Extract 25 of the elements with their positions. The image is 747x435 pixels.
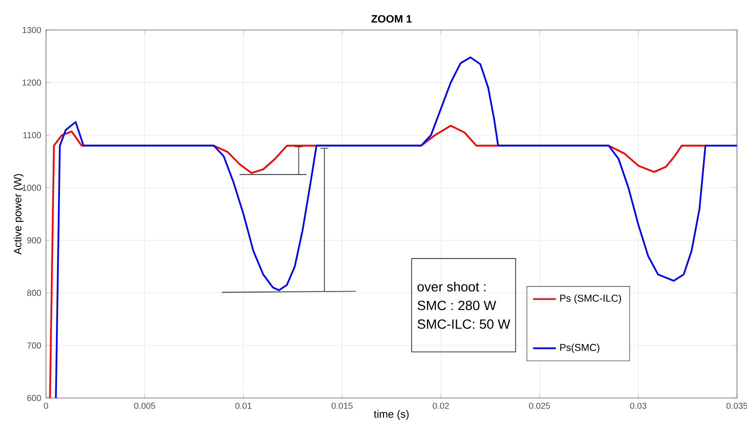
annotation: SMC : 280 W (418, 300, 496, 310)
y-tick-label: 1000 (22, 184, 41, 191)
y-tick-label: 900 (27, 237, 41, 244)
y-tick-label: 1200 (22, 80, 41, 86)
x-axis-title: time (s) (374, 410, 409, 420)
x-tick-label: 0.01 (235, 402, 252, 409)
x-tick-label: 0.035 (726, 402, 747, 409)
annotation: SMC-ILC: 50 W (418, 319, 510, 329)
y-tick-label: 1300 (22, 26, 41, 34)
x-tick-label: 0.015 (332, 402, 353, 409)
annotation: over shoot : (418, 282, 486, 292)
y-tick-label: 700 (27, 342, 41, 348)
y-tick-label: 600 (27, 394, 41, 402)
x-tick-label: 0.03 (630, 402, 646, 409)
y-tick-label: 1100 (23, 132, 41, 138)
x-tick-label: 0 (44, 402, 48, 409)
x-tick-label: 0.02 (432, 402, 449, 409)
legend-label: Ps (SMC-ILC) (560, 294, 622, 304)
legend-label: Ps(SMC) (560, 344, 600, 353)
x-tick-label: 0.025 (529, 402, 550, 409)
x-tick-label: 0.005 (134, 402, 156, 409)
line-series (55, 56, 737, 398)
y-axis-title: Active power (W) (14, 174, 24, 255)
chart-title: ZOOM 1 (371, 15, 412, 23)
y-tick-label: 800 (27, 290, 41, 296)
